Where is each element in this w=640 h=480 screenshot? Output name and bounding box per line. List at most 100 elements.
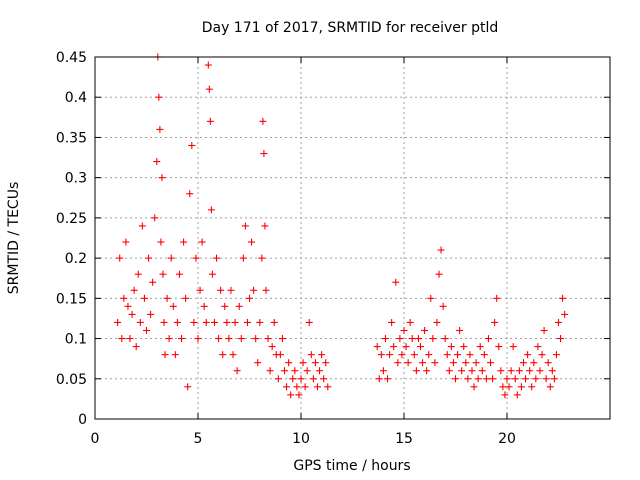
data-point — [281, 367, 289, 375]
x-axis-label: GPS time / hours — [293, 458, 410, 474]
data-point — [309, 375, 317, 383]
data-point — [198, 238, 206, 246]
data-point — [169, 302, 177, 310]
data-point — [526, 367, 534, 375]
data-point — [243, 318, 251, 326]
chart-title: Day 171 of 2017, SRMTID for receiver ptl… — [202, 20, 499, 36]
data-point — [295, 391, 303, 399]
data-point — [190, 318, 198, 326]
data-point — [283, 383, 291, 391]
data-point — [414, 335, 422, 343]
data-point — [188, 141, 196, 149]
data-point — [437, 246, 445, 254]
data-point — [297, 375, 305, 383]
y-tick-label: 0.3 — [65, 171, 87, 187]
data-point — [136, 318, 144, 326]
data-point — [412, 367, 420, 375]
y-tick-label: 0.35 — [56, 130, 87, 146]
data-point — [480, 351, 488, 359]
data-point — [443, 351, 451, 359]
data-point — [207, 206, 215, 214]
data-point — [476, 343, 484, 351]
data-point — [186, 190, 194, 198]
data-point — [532, 375, 540, 383]
data-point — [555, 318, 562, 326]
data-point — [559, 294, 567, 302]
data-point — [454, 351, 462, 359]
y-tick-label: 0.2 — [65, 251, 87, 267]
data-point — [233, 367, 241, 375]
data-point — [421, 327, 429, 335]
data-point — [156, 125, 164, 133]
plot-frame — [94, 56, 611, 420]
data-point — [445, 367, 453, 375]
data-point — [268, 343, 276, 351]
data-point — [157, 238, 165, 246]
data-point — [116, 254, 124, 262]
data-point — [241, 222, 249, 230]
data-point — [540, 327, 548, 335]
data-point — [517, 383, 525, 391]
data-point — [404, 359, 412, 367]
data-point — [208, 270, 216, 278]
data-point — [194, 335, 202, 343]
data-point — [449, 359, 457, 367]
data-point — [561, 310, 569, 318]
y-tick-label: 0.05 — [56, 372, 87, 388]
data-point — [250, 286, 258, 294]
data-point — [303, 367, 311, 375]
data-point — [462, 359, 470, 367]
x-tick-label: 0 — [91, 431, 100, 447]
data-point — [287, 391, 295, 399]
data-point — [466, 351, 474, 359]
data-point — [416, 343, 424, 351]
data-point — [322, 359, 330, 367]
data-point — [536, 367, 544, 375]
data-point — [178, 335, 186, 343]
data-point — [128, 310, 136, 318]
data-point — [182, 294, 190, 302]
data-point — [470, 383, 478, 391]
data-point — [217, 286, 225, 294]
data-point — [320, 375, 328, 383]
data-point — [158, 174, 166, 182]
data-point — [173, 318, 181, 326]
data-points — [114, 53, 569, 399]
data-point — [381, 335, 389, 343]
x-tick-label: 15 — [395, 431, 413, 447]
data-point — [423, 367, 431, 375]
data-point — [192, 254, 200, 262]
data-point — [550, 375, 558, 383]
data-point — [132, 343, 140, 351]
data-point — [293, 383, 301, 391]
data-point — [239, 254, 247, 262]
data-point — [501, 391, 509, 399]
data-point — [261, 222, 269, 230]
data-point — [439, 302, 447, 310]
data-point — [509, 343, 517, 351]
data-point — [120, 294, 128, 302]
data-point — [499, 383, 507, 391]
data-point — [285, 359, 293, 367]
data-point — [200, 302, 208, 310]
data-point — [316, 367, 324, 375]
data-point — [431, 359, 439, 367]
data-point — [548, 367, 556, 375]
data-point — [482, 375, 490, 383]
data-point — [246, 294, 253, 302]
grid-lines — [95, 57, 610, 419]
data-point — [497, 367, 505, 375]
data-point — [388, 318, 396, 326]
y-axis-label: SRMTID / TECUs — [6, 182, 22, 295]
y-tick-label: 0.1 — [65, 332, 87, 348]
data-point — [507, 367, 515, 375]
data-point — [544, 359, 552, 367]
data-point — [542, 375, 550, 383]
data-point — [126, 335, 134, 343]
data-point — [511, 375, 519, 383]
data-point — [118, 335, 126, 343]
data-point — [140, 294, 148, 302]
x-tick-label: 5 — [194, 431, 203, 447]
data-point — [489, 375, 497, 383]
